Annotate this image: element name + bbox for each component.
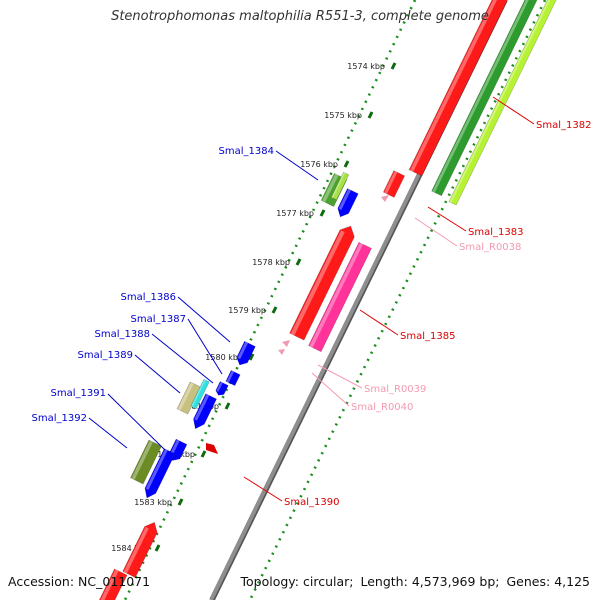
gene-label-text: Smal_R0040 [351,402,413,413]
cds-feature-1390[interactable] [206,443,218,454]
cds-feature-left-2[interactable] [97,568,128,600]
gene-label-text: Smal_R0039 [364,384,426,395]
gene-leader-line [317,364,363,389]
gene-block-1384-lime[interactable] [330,171,350,201]
kbp-tick: 1577 kbp [276,209,326,218]
kbp-tick-label: 1580 kbp [205,353,243,362]
gene-label-text: Smal_1392 [32,413,87,424]
rna-marker-r0039[interactable] [282,340,290,347]
gene-leader-line [243,476,283,502]
gene-block-cyan[interactable] [190,378,210,410]
gene-label-text: Smal_R0038 [459,242,521,253]
rrna-feature[interactable] [431,0,543,197]
cds-feature-1385[interactable] [289,225,355,341]
kbp-tick: 1584 kbp [111,544,161,553]
gene-leader-line [359,309,399,336]
gene-label[interactable]: Smal_1392 [32,413,128,449]
cds-feature-1389[interactable] [193,393,217,430]
gene-label[interactable]: Smal_1384 [219,146,319,181]
kbp-tick-label: 1584 kbp [111,544,149,553]
gene-label[interactable]: Smal_R0038 [414,217,521,253]
gene-label[interactable]: Smal_1382 [492,96,591,131]
genes-label: Genes: [506,574,551,589]
gene-label[interactable]: Smal_1386 [121,292,231,343]
gene-leader-line [177,296,231,343]
cds-feature-1382[interactable] [408,0,527,177]
rna-marker-r0040[interactable] [278,349,285,355]
topology-value: circular [303,574,350,589]
gene-leader-line [151,333,214,384]
gene-label-text: Smal_1388 [95,329,150,340]
genes-value: 4,125 [554,574,590,589]
kbp-tick-label: 1577 kbp [276,209,314,218]
gene-label-text: Smal_1390 [284,497,339,508]
gene-leader-line [492,96,535,125]
length-value: 4,573,969 bp [411,574,496,589]
topology-label: Topology: [240,574,300,589]
gene-label-text: Smal_1382 [536,120,591,131]
gene-label[interactable]: Smal_1390 [243,476,339,508]
gene-label-text: Smal_1386 [121,292,176,303]
gene-leader-line [187,318,223,375]
cds-feature-1392[interactable] [144,448,176,499]
gene-label[interactable]: Smal_1389 [78,350,181,394]
outer-dotted-track [248,0,547,600]
kbp-tick-label: 1578 kbp [252,258,290,267]
genome-stats: Topology: circular; Length: 4,573,969 bp; … [240,574,591,589]
accession-info: Accession: NC_011071 [8,574,150,589]
gene-leader-line [311,372,350,407]
rna-marker-r0038[interactable] [381,195,389,202]
rrna-lime-feature[interactable] [448,0,557,206]
gene-leader-line [107,393,166,451]
accession-value: NC_011071 [78,574,151,589]
cds-feature-1384[interactable] [337,188,359,218]
cds-feature-1386[interactable] [236,340,256,366]
gene-label[interactable]: Smal_1388 [95,329,214,384]
kbp-tick-label: 1576 kbp [300,160,338,169]
gene-leader-line [414,217,458,247]
kbp-tick-label: 1575 kbp [324,111,362,120]
kbp-tick-label: 1579 kbp [228,306,266,315]
accession-label: Accession: [8,574,75,589]
gene-label-text: Smal_1385 [400,331,455,342]
kbp-tick: 1576 kbp [300,160,350,169]
gene-label[interactable]: Smal_1387 [131,314,223,375]
length-label: Length: [360,574,408,589]
kbp-tick-label: 1583 kbp [134,498,172,507]
kbp-tick-label: 1574 kbp [347,62,385,71]
kbp-tick: 1583 kbp [134,498,184,507]
gene-label-text: Smal_1387 [131,314,186,325]
gene-leader-line [134,354,181,394]
kbp-tick: 1574 kbp [347,62,397,71]
kbp-tick: 1575 kbp [324,111,374,120]
kbp-tick: 1579 kbp [228,306,278,315]
gene-label-text: Smal_1384 [219,146,274,157]
gene-label[interactable]: Smal_R0039 [317,364,426,395]
gene-label[interactable]: Smal_1385 [359,309,455,342]
gene-label[interactable]: Smal_1391 [51,388,166,451]
gene-label-text: Smal_1383 [468,227,523,238]
gene-label[interactable]: Smal_R0040 [311,372,413,413]
gene-label[interactable]: Smal_1383 [427,206,523,238]
cds-feature-left-1[interactable] [122,521,158,578]
kbp-tick: 1578 kbp [252,258,302,267]
cds-feature-1387[interactable] [225,370,241,386]
gene-leader-line [275,150,319,181]
cds-feature-1383[interactable] [382,170,406,198]
trna-feature[interactable] [308,241,372,353]
cds-feature-1388[interactable] [215,381,229,396]
gene-leader-line [88,417,128,449]
kbp-tick: 1580 kbp [205,353,255,362]
gene-label-text: Smal_1389 [78,350,133,361]
gene-label-text: Smal_1391 [51,388,106,399]
genome-title: Stenotrophomonas maltophilia R551-3, com… [111,9,489,24]
gene-leader-line [427,206,467,232]
